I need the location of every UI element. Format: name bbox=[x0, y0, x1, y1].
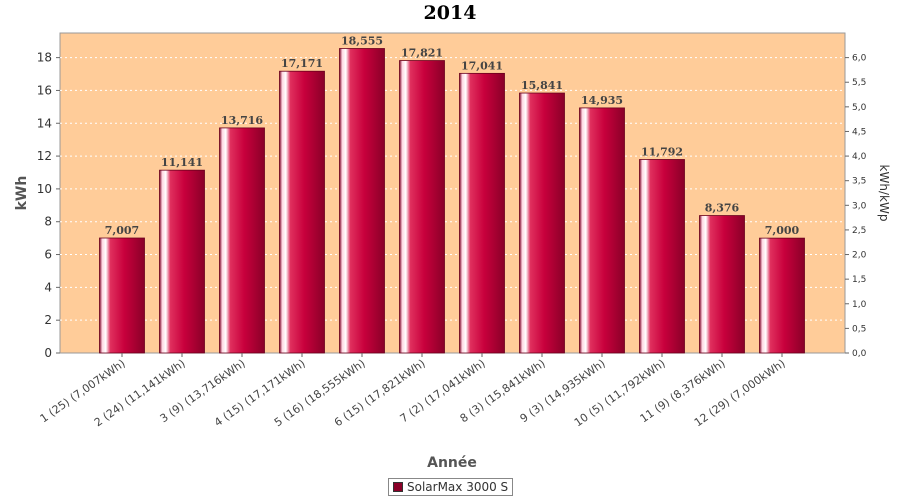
data-label: 11,141 bbox=[161, 156, 203, 169]
y2-tick-label: 2,5 bbox=[852, 226, 866, 236]
y-tick-label: 18 bbox=[37, 51, 52, 65]
bar bbox=[639, 159, 685, 354]
chart-title: 2014 bbox=[424, 2, 477, 24]
data-label: 17,821 bbox=[401, 47, 443, 60]
y-tick-label: 4 bbox=[44, 280, 52, 294]
x-axis-label: Année bbox=[427, 455, 477, 471]
y2-tick-label: 2,0 bbox=[852, 251, 867, 261]
bar bbox=[459, 72, 505, 354]
bars bbox=[99, 48, 805, 354]
y2-axis-ticks: 0,0 0,5 1,0 1,5 2,0 2,5 3,0 3,5 4,0 4,5 5,0 5,5 6,0 bbox=[845, 54, 867, 359]
data-label: 18,555 bbox=[341, 35, 383, 48]
y2-tick-label: 0,0 bbox=[852, 349, 867, 359]
data-label: 7,007 bbox=[105, 224, 139, 237]
legend-label: SolarMax 3000 S bbox=[407, 480, 509, 494]
x-axis-ticks: 1 (25) (7,007kWh)2 (24) (11,141kWh)3 (9)… bbox=[38, 353, 788, 429]
bar bbox=[519, 92, 565, 354]
y2-tick-label: 3,5 bbox=[852, 177, 866, 187]
y2-tick-label: 0,5 bbox=[852, 324, 866, 334]
y-tick-label: 2 bbox=[44, 313, 52, 327]
y2-tick-label: 5,5 bbox=[852, 78, 866, 88]
data-label: 11,792 bbox=[641, 145, 683, 158]
y2-tick-label: 1,5 bbox=[852, 275, 866, 285]
bar bbox=[399, 60, 445, 354]
legend: SolarMax 3000 S bbox=[388, 478, 514, 496]
bar bbox=[279, 70, 325, 354]
data-label: 8,376 bbox=[705, 202, 740, 215]
y2-axis-label: kWh/kWp bbox=[877, 165, 891, 222]
data-label: 15,841 bbox=[521, 79, 563, 92]
y-axis-label: kWh bbox=[14, 176, 30, 211]
y-tick-label: 10 bbox=[37, 182, 52, 196]
bar bbox=[219, 127, 265, 354]
y2-tick-label: 4,0 bbox=[852, 152, 867, 162]
bar bbox=[159, 169, 205, 354]
y-axis-ticks: 0 2 4 6 8 10 12 14 16 18 bbox=[37, 51, 60, 360]
legend-swatch bbox=[393, 482, 403, 492]
y-tick-label: 6 bbox=[44, 248, 52, 262]
data-label: 17,041 bbox=[461, 59, 503, 72]
bar bbox=[99, 237, 145, 354]
y-tick-label: 8 bbox=[44, 215, 52, 229]
data-label: 14,935 bbox=[581, 94, 623, 107]
y2-tick-label: 4,5 bbox=[852, 127, 866, 137]
data-labels: 7,007 11,141 13,716 17,171 18,555 17,821 17,04… bbox=[105, 35, 800, 238]
bar bbox=[579, 107, 625, 354]
y-tick-label: 0 bbox=[44, 346, 52, 360]
y2-tick-label: 3,0 bbox=[852, 201, 867, 211]
data-label: 7,000 bbox=[765, 224, 800, 237]
y-tick-label: 12 bbox=[37, 149, 52, 163]
bar bbox=[699, 215, 745, 354]
y2-tick-label: 5,0 bbox=[852, 103, 867, 113]
y2-tick-label: 6,0 bbox=[852, 54, 867, 64]
y-tick-label: 14 bbox=[37, 116, 52, 130]
data-label: 13,716 bbox=[221, 114, 263, 127]
y-tick-label: 16 bbox=[37, 83, 52, 97]
data-label: 17,171 bbox=[281, 57, 323, 70]
bar bbox=[339, 48, 385, 354]
bar bbox=[759, 237, 805, 354]
y2-tick-label: 1,0 bbox=[852, 300, 867, 310]
